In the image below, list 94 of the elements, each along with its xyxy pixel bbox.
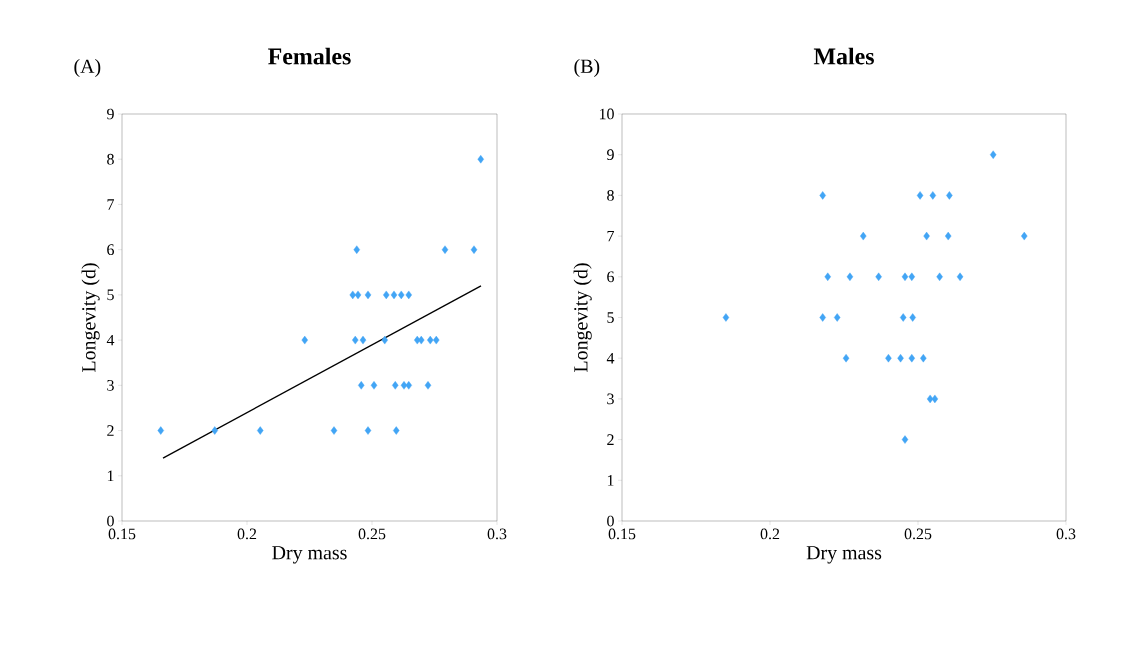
point (722, 313, 730, 322)
y-axis-title: Longevity (d) (81, 263, 100, 372)
y-tick-label: 6 (607, 271, 615, 283)
y-tick-label: 0 (607, 515, 614, 527)
point (920, 354, 927, 363)
point (370, 381, 378, 390)
x-tick-label: 0.2 (760, 528, 780, 540)
x-tick-label: 0.2 (237, 528, 257, 540)
point (846, 272, 854, 281)
x-tick-label: 0.25 (358, 528, 386, 540)
x-tick-label: 0.15 (108, 528, 136, 540)
point (211, 426, 218, 435)
point (349, 290, 356, 300)
y-tick-label: 7 (107, 199, 115, 210)
point (945, 231, 952, 241)
text: (A) (74, 58, 101, 78)
point (392, 381, 399, 390)
point (901, 435, 909, 444)
point (381, 335, 388, 345)
point (418, 335, 425, 345)
chart-title: Males (813, 47, 874, 65)
point (885, 354, 892, 363)
y-tick-label: 2 (607, 434, 614, 445)
point (901, 272, 909, 281)
point (257, 426, 264, 435)
point (383, 290, 390, 300)
text: (B) (574, 58, 600, 78)
point (897, 354, 904, 363)
y-tick-label: 7 (607, 230, 615, 242)
point (908, 354, 915, 363)
x-axis-title: Dry mass (272, 546, 347, 564)
y-tick-label: 5 (607, 312, 614, 323)
point (405, 381, 412, 390)
y-tick-label: 9 (107, 108, 114, 120)
y-tick-label: 1 (607, 475, 614, 486)
point (405, 290, 412, 300)
point (909, 313, 916, 322)
point (424, 381, 432, 390)
point (358, 381, 365, 390)
point (352, 335, 359, 345)
y-tick-label: 8 (107, 153, 114, 165)
point (359, 335, 367, 345)
point (819, 191, 826, 200)
y-tick-label: 1 (107, 470, 114, 482)
y-tick-label: 3 (107, 379, 114, 391)
point (834, 313, 841, 322)
x-tick-label: 0.3 (1056, 528, 1076, 540)
point (427, 335, 434, 345)
y-tick-label: 9 (607, 149, 614, 161)
point (916, 191, 924, 200)
point (923, 231, 930, 241)
point (301, 335, 308, 345)
point (900, 313, 907, 322)
point (908, 272, 915, 281)
y-tick-label: 4 (106, 334, 115, 346)
point (946, 191, 953, 200)
point (929, 191, 937, 200)
point (842, 354, 850, 363)
point (824, 272, 831, 281)
point (353, 245, 360, 254)
y-tick-label: 5 (107, 289, 114, 301)
chart-title: Females (268, 47, 351, 65)
point (819, 313, 826, 322)
point (364, 426, 372, 435)
point (1021, 231, 1028, 241)
point (330, 426, 338, 435)
point (433, 335, 440, 345)
point (990, 150, 997, 159)
y-axis-title: Longevity (d) (573, 263, 592, 372)
y-tick-label: 4 (606, 352, 615, 364)
point (477, 155, 484, 164)
point (470, 245, 478, 254)
point (936, 272, 943, 281)
y-tick-label: 3 (607, 393, 614, 405)
y-tick-label: 6 (107, 244, 115, 256)
point (398, 290, 405, 300)
x-tick-label: 0.25 (904, 528, 932, 540)
point (860, 231, 867, 241)
x-tick-label: 0.15 (608, 528, 636, 540)
point (364, 290, 372, 300)
point (393, 426, 400, 435)
point (875, 272, 882, 281)
x-tick-label: 0.3 (487, 528, 507, 540)
y-tick-label: 2 (107, 425, 114, 436)
y-tick-label: 0 (107, 515, 114, 527)
point (157, 426, 164, 435)
point (390, 290, 398, 300)
x-axis-title: Dry mass (806, 546, 882, 564)
point (354, 290, 362, 300)
point (441, 245, 449, 254)
point (931, 394, 939, 404)
y-tick-label: 10 (599, 108, 614, 120)
point (956, 272, 964, 281)
y-tick-label: 8 (607, 190, 614, 201)
